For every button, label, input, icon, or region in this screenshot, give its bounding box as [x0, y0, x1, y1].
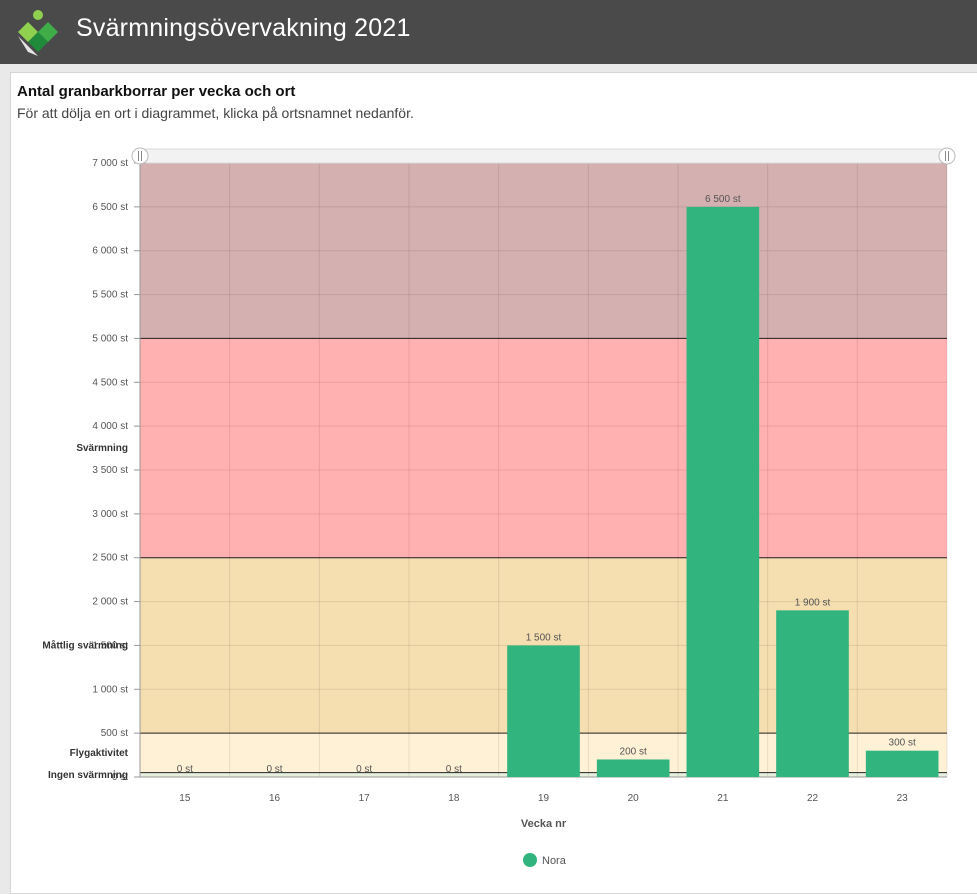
bar-value-label: 1 500 st — [526, 632, 562, 643]
bar[interactable] — [776, 610, 849, 777]
y-tick-label: 4 500 st — [92, 377, 128, 388]
bar-value-label: 0 st — [177, 764, 193, 775]
bar-value-label: 6 500 st — [705, 194, 741, 205]
y-tick-label: 6 000 st — [92, 246, 128, 257]
bar[interactable] — [507, 645, 580, 777]
y-tick-label: 3 500 st — [92, 465, 128, 476]
x-tick-label: 18 — [448, 793, 460, 804]
y-tick-label: 0 st — [112, 772, 128, 783]
y-tick-label: 500 st — [101, 728, 128, 739]
bar-value-label: 0 st — [356, 764, 372, 775]
range-handle[interactable] — [131, 147, 149, 165]
threshold-band — [140, 338, 947, 558]
x-tick-label: 15 — [179, 793, 191, 804]
x-tick-label: 17 — [359, 793, 371, 804]
app-logo-icon — [18, 10, 58, 56]
legend-marker-nora[interactable] — [523, 853, 537, 867]
x-tick-label: 19 — [538, 793, 550, 804]
bar-value-label: 200 st — [620, 746, 647, 757]
y-tick-label: 4 000 st — [92, 421, 128, 432]
bar[interactable] — [596, 759, 670, 777]
bar-value-label: 1 900 st — [795, 597, 831, 608]
y-tick-label: 2 500 st — [92, 553, 128, 564]
y-tick-label: 1 000 st — [92, 684, 128, 695]
x-tick-label: 16 — [269, 793, 281, 804]
bar-value-label: 0 st — [446, 764, 462, 775]
bar[interactable] — [865, 750, 939, 777]
x-tick-label: 21 — [717, 793, 729, 804]
threshold-band — [140, 163, 947, 339]
y-tick-label: 2 000 st — [92, 597, 128, 608]
range-selector-track[interactable] — [139, 148, 948, 164]
band-label: Svärmning — [76, 443, 128, 454]
band-label: Ingen svärmning — [48, 770, 128, 781]
chart-title: Antal granbarkborrar per vecka och ort — [17, 83, 296, 100]
y-tick-label: 5 500 st — [92, 290, 128, 301]
x-tick-label: 22 — [807, 793, 819, 804]
y-tick-label: 3 000 st — [92, 509, 128, 520]
app-header: Svärmningsövervakning 2021 — [0, 0, 977, 64]
range-handle[interactable] — [938, 147, 956, 165]
chart-subtitle: För att dölja en ort i diagrammet, klick… — [17, 105, 414, 121]
y-tick-label: 7 000 st — [92, 158, 128, 169]
y-tick-label: 5 000 st — [92, 333, 128, 344]
x-tick-label: 20 — [628, 793, 640, 804]
x-axis-title: Vecka nr — [521, 818, 567, 830]
x-tick-label: 23 — [897, 793, 909, 804]
bar[interactable] — [686, 206, 760, 777]
legend-label-nora[interactable]: Nora — [542, 855, 567, 867]
band-label: Flygaktivitet — [70, 748, 129, 759]
y-tick-label: 1 500 st — [92, 640, 128, 651]
bar-value-label: 300 st — [889, 738, 916, 749]
y-tick-label: 6 500 st — [92, 202, 128, 213]
band-label: Måttlig svärmning — [42, 639, 128, 651]
app-title: Svärmningsövervakning 2021 — [76, 14, 411, 42]
bar-value-label: 0 st — [266, 764, 282, 775]
